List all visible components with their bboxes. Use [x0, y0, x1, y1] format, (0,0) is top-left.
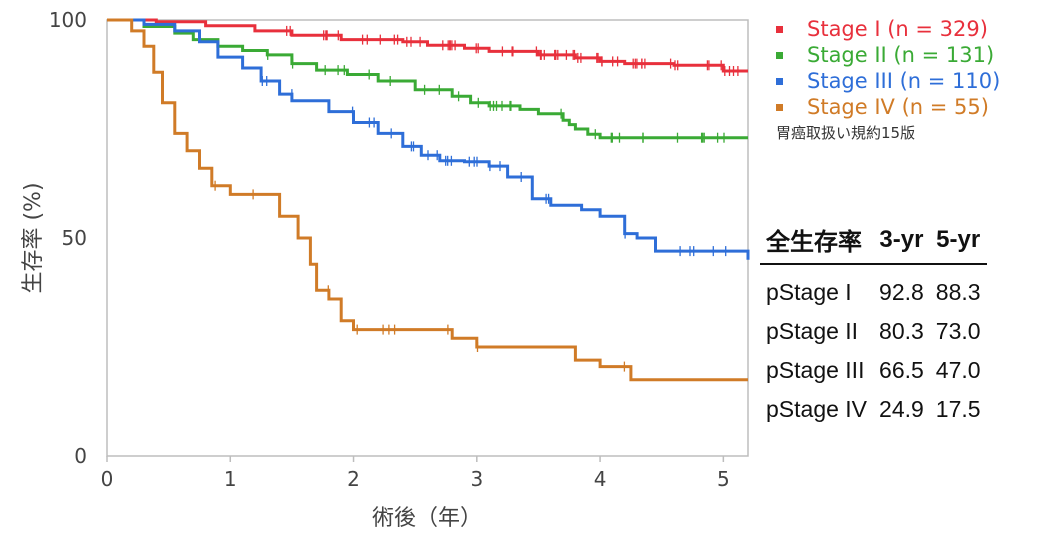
table-cell-3yr: 24.9 [879, 396, 924, 422]
table-cell-stage: pStage IV [766, 396, 868, 422]
table-cell-stage: pStage II [766, 318, 859, 344]
legend: Stage I (n = 329) Stage II (n = 131) Sta… [776, 16, 1000, 143]
table-row: pStage III 66.5 47.0 [760, 351, 987, 390]
survival-curve [107, 18, 748, 73]
y-tick-label: 100 [49, 8, 87, 32]
table-header-label: 全生存率 [760, 222, 874, 265]
table-header-5yr: 5-yr [929, 222, 987, 265]
legend-swatch-stage-iv [776, 103, 783, 111]
survival-curves [107, 18, 750, 382]
x-tick-label: 5 [717, 467, 730, 491]
y-axis-title: 生存率 (%) [21, 182, 46, 293]
table-cell-5yr: 88.3 [935, 279, 981, 305]
table-row: pStage II 80.3 73.0 [760, 312, 987, 351]
survival-curve [107, 18, 748, 382]
table-header-3yr: 3-yr [873, 222, 930, 265]
legend-swatch-stage-i [776, 25, 783, 33]
table-cell-5yr: 17.5 [935, 396, 981, 422]
legend-label-stage-iii: Stage III (n = 110) [807, 69, 1001, 93]
table-cell-3yr: 66.5 [879, 357, 924, 383]
survival-curve [107, 18, 750, 260]
table-cell-3yr: 80.3 [879, 318, 924, 344]
legend-note: 胃癌取扱い規約15版 [776, 124, 916, 142]
x-axis-title: 術後（年） [372, 506, 482, 531]
table-row: pStage I 92.8 88.3 [760, 264, 987, 312]
table-cell-stage: pStage III [766, 357, 865, 383]
table-row: pStage IV 24.9 17.5 [760, 390, 987, 429]
legend-label-stage-ii: Stage II (n = 131) [807, 43, 995, 67]
table-cell-5yr: 73.0 [935, 318, 981, 344]
legend-item-stage-iv: Stage IV (n = 55) [776, 94, 1000, 120]
y-axis-ticks: 0 50 100 [49, 8, 87, 468]
table-cell-3yr: 92.8 [879, 279, 924, 305]
x-tick-label: 4 [594, 467, 607, 491]
table-header-row: 全生存率 3-yr 5-yr [760, 222, 987, 265]
survival-chart: 0 50 100 0 1 2 3 4 5 術後（年） 生存率 (%) [21, 8, 750, 531]
x-tick-label: 2 [347, 467, 360, 491]
x-tick-label: 1 [224, 467, 237, 491]
x-tick-label: 3 [470, 467, 483, 491]
legend-swatch-stage-ii [776, 51, 783, 59]
legend-item-stage-ii: Stage II (n = 131) [776, 42, 1000, 68]
legend-item-stage-iii: Stage III (n = 110) [776, 68, 1000, 94]
table-cell-5yr: 47.0 [935, 357, 981, 383]
survival-curve [107, 18, 748, 140]
legend-item-stage-i: Stage I (n = 329) [776, 16, 1000, 42]
table-cell-stage: pStage I [766, 279, 852, 305]
y-tick-label: 0 [74, 444, 87, 468]
x-axis-ticks: 0 1 2 3 4 5 [101, 456, 730, 491]
x-tick-label: 0 [101, 467, 114, 491]
plot-area [106, 19, 749, 457]
y-tick-label: 50 [62, 226, 87, 250]
overall-survival-table: 全生存率 3-yr 5-yr pStage I 92.8 88.3 pStage… [760, 222, 987, 429]
legend-swatch-stage-iii [776, 77, 783, 85]
legend-label-stage-i: Stage I (n = 329) [807, 17, 988, 41]
legend-label-stage-iv: Stage IV (n = 55) [807, 95, 989, 119]
